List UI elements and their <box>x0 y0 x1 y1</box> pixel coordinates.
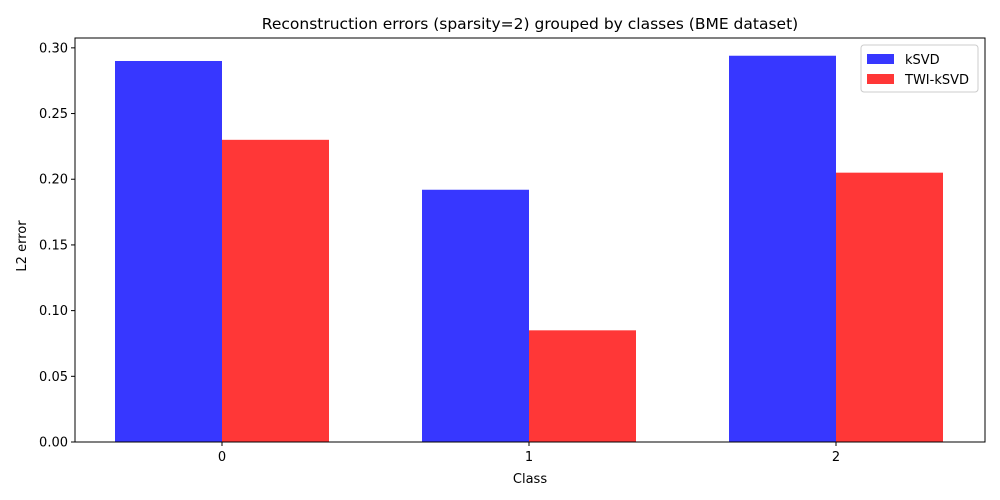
bar-twi-ksvd-class-1 <box>529 330 636 442</box>
chart-title: Reconstruction errors (sparsity=2) group… <box>262 15 798 33</box>
x-axis-label: Class <box>513 472 547 487</box>
y-axis-label: L2 error <box>15 220 30 272</box>
y-tick-label: 0.10 <box>39 304 68 319</box>
legend-label-twi-ksvd: TWI-kSVD <box>904 73 969 88</box>
y-tick-label: 0.20 <box>39 173 68 188</box>
plot-area <box>115 55 943 443</box>
plot-frame <box>74 37 986 443</box>
x-tick-label: 1 <box>525 450 533 465</box>
y-tick-label: 0.30 <box>39 41 68 56</box>
bar-twi-ksvd-class-2 <box>836 172 943 442</box>
legend-swatch-twi-ksvd <box>867 74 894 84</box>
bar-ksvd-class-2 <box>729 55 836 443</box>
bar-twi-ksvd-class-0 <box>222 139 329 442</box>
y-tick-label: 0.00 <box>39 436 68 451</box>
bar-ksvd-class-0 <box>115 60 222 442</box>
axes: 0.00 0.05 0.10 0.15 0.20 0.25 0.30 0 1 2 <box>39 37 986 465</box>
legend-label-ksvd: kSVD <box>905 53 940 68</box>
x-tick-label: 2 <box>832 450 840 465</box>
y-tick-label: 0.25 <box>39 107 68 122</box>
y-tick-label: 0.05 <box>39 370 68 385</box>
bar-ksvd-class-1 <box>422 189 529 442</box>
legend-swatch-ksvd <box>867 54 894 64</box>
y-tick-label: 0.15 <box>39 238 68 253</box>
x-tick-label: 0 <box>218 450 226 465</box>
legend: kSVD TWI-kSVD <box>860 44 979 93</box>
